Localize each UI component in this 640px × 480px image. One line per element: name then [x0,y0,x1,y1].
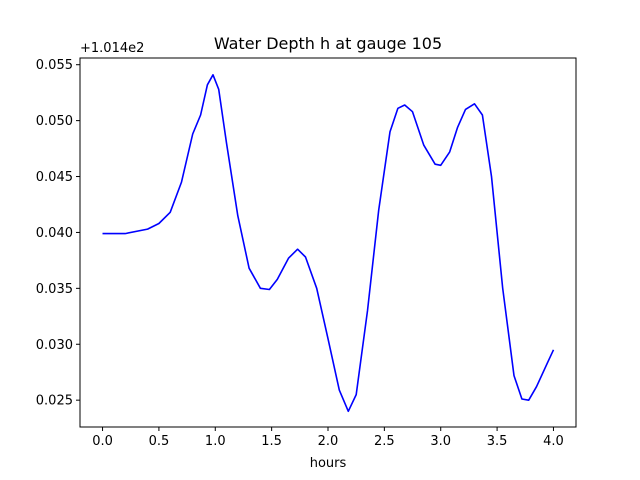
series-line-0 [102,74,555,413]
x-tick-label: 3.0 [430,434,451,449]
x-tick-label: 2.0 [318,434,339,449]
y-tick-label: 0.045 [36,170,73,185]
y-offset-label: +1.014e2 [80,41,144,56]
x-tick-label: 1.0 [205,434,226,449]
y-tick-label: 0.050 [36,114,73,129]
y-tick-label: 0.055 [36,58,73,73]
y-tick-label: 0.035 [36,282,73,297]
y-tick-label: 0.040 [36,226,73,241]
y-tick-label: 0.030 [36,338,73,353]
x-tick-label: 4.0 [543,434,564,449]
x-tick-label: 1.5 [261,434,282,449]
y-tick-label: 0.025 [36,394,73,409]
x-axis-label: hours [310,456,347,471]
chart-title: Water Depth h at gauge 105 [214,34,442,53]
x-tick-label: 3.5 [487,434,508,449]
x-tick-label: 2.5 [374,434,395,449]
plot-layer: 0.0 0.5 1.0 1.5 2.0 2.5 3.0 3.5 4.0 0.025 0.030 0.0… [36,57,577,449]
x-tick-label: 0.5 [149,434,170,449]
x-tick-label: 0.0 [92,434,113,449]
